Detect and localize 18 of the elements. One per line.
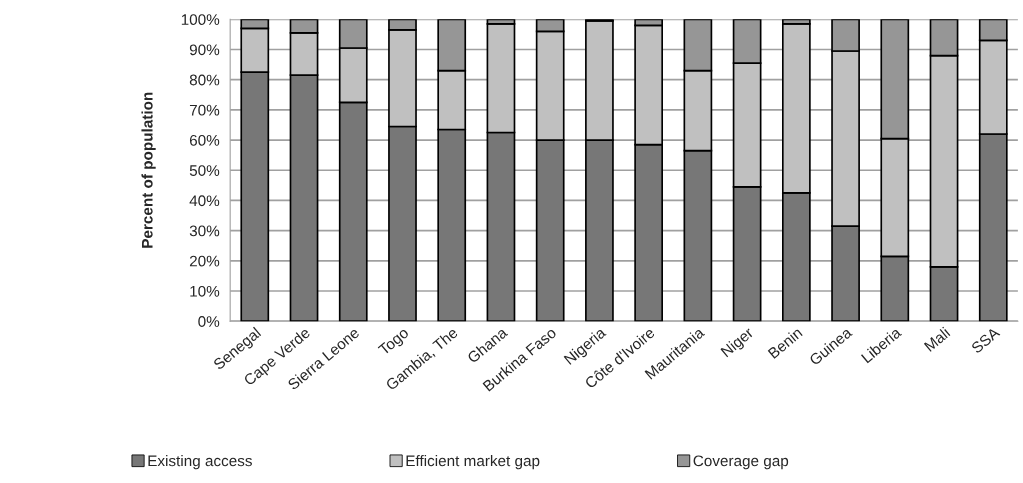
y-tick-label: 80% — [189, 74, 220, 86]
x-tick-label: Mali — [923, 326, 951, 352]
y-tick-label: 30% — [189, 225, 220, 237]
y-axis-title: Percent of population — [141, 92, 156, 248]
y-tick-label: 100% — [181, 14, 220, 26]
y-tick-label: 70% — [189, 104, 220, 116]
y-tick-label: 90% — [189, 44, 220, 56]
y-tick-label: 0% — [198, 316, 220, 327]
y-tick-label: 50% — [189, 165, 220, 176]
y-tick-label: 10% — [190, 285, 220, 297]
y-tick-label: 20% — [189, 255, 220, 267]
y-tick-label: 60% — [189, 134, 220, 146]
legend-label: Efficient market gap — [406, 455, 540, 470]
x-tick-label: Togo — [377, 326, 412, 359]
y-tick-label: 40% — [189, 195, 220, 207]
legend-label: Coverage gap — [693, 455, 789, 470]
x-tick-label: SSA — [970, 326, 1001, 354]
legend-label: Existing access — [148, 455, 252, 470]
